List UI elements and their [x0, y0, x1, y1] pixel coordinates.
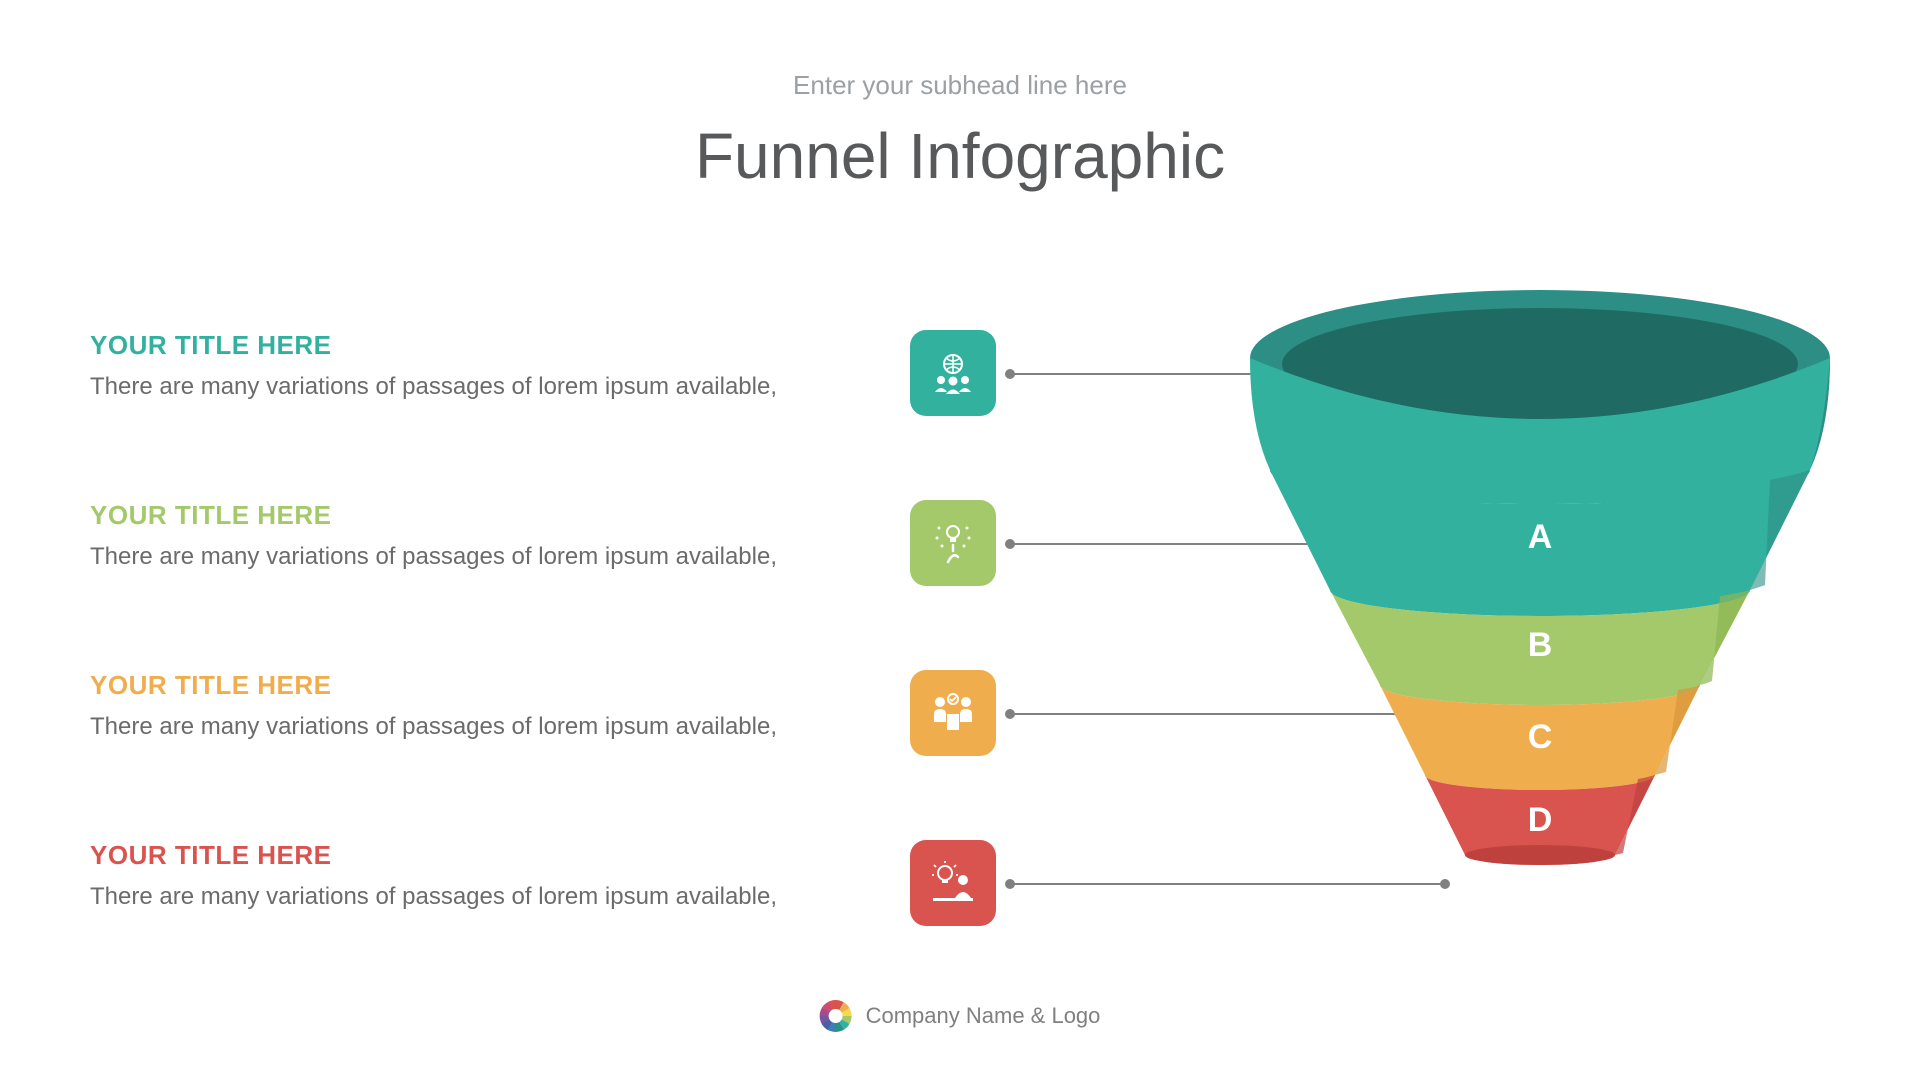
icon-box-d	[910, 840, 996, 926]
header: Enter your subhead line here Funnel Info…	[0, 0, 1920, 193]
lightbulb-hand-icon	[928, 518, 978, 568]
logo-icon	[820, 1000, 852, 1032]
icon-box-c	[910, 670, 996, 756]
meeting-icon	[928, 688, 978, 738]
text-block-a: YOUR TITLE HERE There are many variation…	[90, 330, 870, 401]
item-desc: There are many variations of passages of…	[90, 713, 870, 741]
funnel-label-d: D	[1528, 801, 1553, 839]
text-block-c: YOUR TITLE HERE There are many variation…	[90, 670, 870, 741]
item-desc: There are many variations of passages of…	[90, 883, 870, 911]
footer-text: Company Name & Logo	[866, 1003, 1101, 1029]
idea-person-icon	[928, 858, 978, 908]
subhead-text: Enter your subhead line here	[0, 70, 1920, 101]
item-title: YOUR TITLE HERE	[90, 330, 870, 361]
icon-box-a	[910, 330, 996, 416]
item-desc: There are many variations of passages of…	[90, 543, 870, 571]
content-area: YOUR TITLE HERE There are many variation…	[90, 310, 1830, 950]
text-block-d: YOUR TITLE HERE There are many variation…	[90, 840, 870, 911]
page-title: Funnel Infographic	[0, 119, 1920, 193]
item-title: YOUR TITLE HERE	[90, 840, 870, 871]
connector-a	[1010, 373, 1290, 375]
item-title: YOUR TITLE HERE	[90, 670, 870, 701]
funnel-label-b: B	[1528, 626, 1553, 664]
item-title: YOUR TITLE HERE	[90, 500, 870, 531]
text-block-b: YOUR TITLE HERE There are many variation…	[90, 500, 870, 571]
funnel-chart: A B C D	[1250, 280, 1830, 960]
globe-people-icon	[928, 348, 978, 398]
footer: Company Name & Logo	[820, 1000, 1101, 1032]
item-desc: There are many variations of passages of…	[90, 373, 870, 401]
funnel-label-a: A	[1528, 518, 1553, 556]
funnel-label-c: C	[1528, 718, 1553, 756]
icon-box-b	[910, 500, 996, 586]
